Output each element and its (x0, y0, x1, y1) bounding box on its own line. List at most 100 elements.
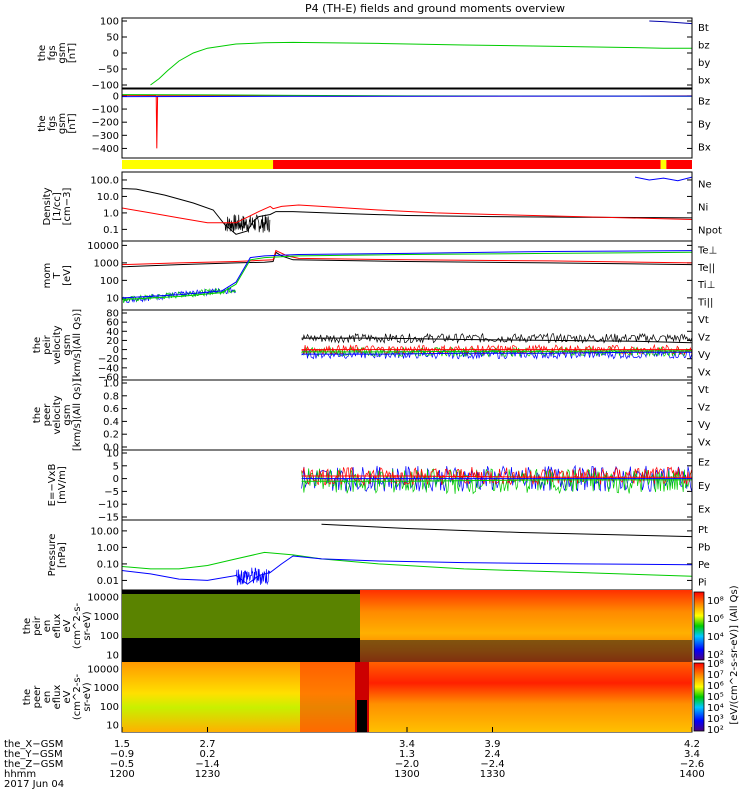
y-tick-label: 1000 (94, 258, 119, 269)
series-Bz-line (121, 94, 693, 149)
y-axis-label-line: [eV] (62, 265, 73, 286)
panel-frame (121, 88, 693, 159)
y-axis-label-line: eflux (52, 685, 63, 710)
x-annotation-value: 1230 (195, 769, 220, 780)
colorbar-tick-label: 10³ (707, 714, 724, 725)
y-tick-label: 1.0 (103, 208, 119, 219)
series-Ne-line (121, 204, 693, 224)
colorbar-tick-label: 10⁸ (707, 659, 724, 670)
y-axis-label-line: en (42, 620, 53, 633)
y-axis-label-line: gsm (57, 42, 68, 63)
y-tick-label: 60 (106, 318, 119, 329)
y-axis-label-line: velocity (52, 395, 63, 434)
legend-entry-Ne: Ne (698, 180, 712, 191)
x-annotation-label: the_Y−GSM (4, 749, 63, 760)
y-tick-label: 0.1 (103, 225, 119, 236)
x-annotation-value: −2.0 (395, 759, 419, 770)
x-annotation-value: 1.5 (114, 739, 130, 750)
electron-spectrogram-dropout (357, 700, 367, 732)
y-tick-label: 5 (113, 461, 119, 472)
colorbar-tick-label: 10⁶ (707, 681, 724, 692)
y-axis-label-line: the (22, 618, 33, 634)
y-axis-label-line: velocity (52, 325, 63, 364)
y-axis-label-line: Pressure (47, 534, 58, 577)
y-tick-label: 50 (106, 33, 119, 44)
y-tick-label: 10.00 (90, 526, 119, 537)
x-annotation-value: 3.4 (684, 749, 700, 760)
figure-title: P4 (TH-E) fields and ground moments over… (305, 2, 565, 15)
x-annotation-value: −0.5 (110, 759, 134, 770)
y-tick-label: 100.0 (90, 175, 119, 186)
y-tick-label: 0.0 (103, 443, 119, 454)
colorbar-tick-label: 10⁵ (707, 692, 724, 703)
y-axis-label-line: [nPa] (57, 542, 68, 568)
legend-entry-Ti: Ti|| (697, 297, 713, 308)
y-axis-label-line: [1/cc] (52, 192, 63, 221)
y-tick-label: −200 (92, 118, 119, 129)
x-annotation-value: 0.2 (200, 749, 216, 760)
x-annotation-value: 2.4 (485, 749, 501, 760)
y-axis-label-line: the (37, 45, 48, 61)
x-annotation-value: 3.4 (399, 739, 415, 750)
y-axis-label-line: gsm (57, 113, 68, 134)
y-tick-label: 1.00 (97, 543, 119, 554)
ion-spectrogram-low (360, 640, 692, 662)
panel-4: 100.0 10.0 1.0 0.1 Density [1/cc] [cm−3] Ne Ni Np… (42, 171, 722, 242)
panel-frame (121, 17, 693, 89)
series-Pi-line (121, 555, 693, 585)
y-axis-label-line: (cm^2-s- (72, 602, 83, 649)
y-axis-label-line: en (42, 691, 53, 704)
y-tick-label: 10 (106, 651, 119, 662)
electron-spectrogram-transition (300, 662, 363, 732)
panel-frame (121, 309, 693, 381)
y-axis-label-line: gsm (62, 404, 73, 425)
legend-entry-Ti: Ti⊥ (697, 280, 715, 291)
series-Ez-line (301, 475, 692, 478)
y-axis-label-line: peer (32, 685, 43, 709)
x-annotation-value: 1.3 (399, 749, 415, 760)
status-bar-segment (273, 160, 661, 169)
y-tick-label: 0 (113, 474, 119, 485)
y-axis-label-line: the (37, 115, 48, 131)
colorbar-tick-label: 10⁴ (707, 703, 724, 714)
x-date-label: 2017 Jun 04 (4, 779, 64, 790)
series-Vy-line (301, 350, 692, 353)
series-Vx-line (301, 351, 692, 355)
y-axis-label-line: fgs (47, 45, 58, 60)
legend-entry-Vt: Vt (698, 315, 709, 326)
y-tick-label: −60 (98, 373, 119, 384)
series-Pt-line (321, 523, 693, 538)
ion-spectrogram (122, 590, 692, 662)
legend-entry-Vz: Vz (698, 402, 710, 413)
y-tick-label: 1.0 (103, 379, 119, 390)
series-Pe-line (121, 551, 693, 577)
colorbar-ion (693, 591, 705, 661)
y-axis-label-line: [km/s](All Qs)] (72, 309, 83, 381)
y-tick-label: 10 (106, 293, 119, 304)
y-axis-label-line: fgs (47, 116, 58, 131)
x-annotation-value: 1400 (679, 769, 704, 780)
y-axis-label-line: the (22, 689, 33, 705)
legend-entry-Vz: Vz (698, 332, 710, 343)
y-tick-label: −400 (92, 144, 119, 155)
legend-entry-Ey: Ey (698, 481, 710, 492)
x-annotation-label: hhmm (4, 769, 36, 780)
y-axis-label-line: mom (42, 263, 53, 289)
legend-entry-By: By (698, 120, 711, 131)
colorbar-tick-label: 10² (707, 725, 724, 736)
colorbar-electron (693, 662, 705, 732)
panel-1: 100 50 0 −50 −100 the fgs gsm [nT] Bt bz by bx (37, 17, 710, 92)
y-tick-label: 0.8 (103, 391, 119, 402)
y-tick-label: 10 (106, 449, 119, 460)
legend-entry-by: by (698, 58, 710, 69)
colorbar-tick-label: 10⁶ (707, 614, 724, 625)
legend-entry-Vx: Vx (698, 367, 711, 378)
y-tick-label: 80 (106, 309, 119, 320)
y-tick-label: 100 (100, 276, 119, 287)
noise-series-3 (301, 466, 692, 487)
y-axis-label-line: eV (62, 619, 73, 632)
